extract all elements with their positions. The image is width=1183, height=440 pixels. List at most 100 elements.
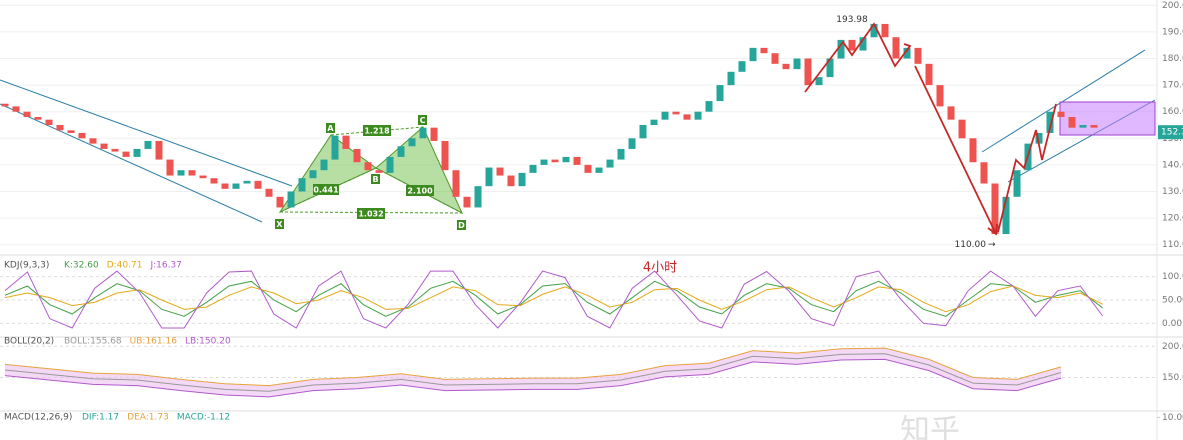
ratio-label: 0.441 (313, 186, 339, 195)
y-tick-label: 10.00 (1162, 413, 1183, 423)
candle (386, 156, 394, 173)
channel-line (0, 79, 293, 187)
candle (804, 58, 812, 86)
candle (661, 111, 669, 120)
candle (628, 138, 636, 149)
candle (991, 183, 999, 235)
candle (23, 111, 31, 118)
candle (595, 167, 603, 173)
y-tick-label: 120.00 (1162, 214, 1183, 224)
candle (463, 196, 471, 208)
candle (606, 159, 614, 168)
last-price-tag (1158, 125, 1183, 140)
y-tick-label: 140.00 (1162, 160, 1183, 170)
candle (738, 61, 746, 72)
last-price-label: 152.3 (1161, 128, 1183, 138)
candle (518, 172, 526, 187)
candle (375, 170, 383, 173)
candle (474, 186, 482, 208)
candle (221, 183, 229, 189)
candle (166, 159, 174, 176)
y-tick-label: 190.00 (1162, 27, 1183, 37)
point-label: D (458, 221, 465, 230)
candle (1013, 170, 1021, 197)
indicator-title: KDJ(9,3,3) (4, 261, 49, 271)
y-tick-label: 160.00 (1162, 107, 1183, 117)
trend-arrow (914, 65, 997, 235)
y-tick-label: 0.00 (1162, 319, 1182, 329)
point-label: C (420, 116, 426, 125)
legend-entry: DIF:1.17 (82, 413, 119, 423)
indicator-title: BOLL(20,2) (4, 337, 54, 347)
candle (529, 164, 537, 173)
high-label: 193.98 (836, 15, 868, 25)
point-label: X (276, 220, 283, 229)
candle (969, 138, 977, 163)
indicator-line (4, 285, 1103, 313)
candle (430, 127, 438, 141)
y-tick-label: 200.00 (1162, 1, 1183, 11)
indicator-line (4, 280, 1103, 317)
candle (111, 148, 119, 152)
candle (232, 183, 240, 189)
timeframe-label: 4小时 (643, 261, 677, 276)
candle (562, 156, 570, 163)
legend-entry: J:16.37 (149, 261, 181, 271)
candle (1068, 117, 1076, 128)
candle (56, 125, 64, 131)
y-tick-label: 150.00 (1162, 373, 1183, 383)
candle (683, 114, 691, 120)
ratio-tag (406, 185, 434, 196)
candle (364, 162, 372, 171)
candle (485, 167, 493, 187)
candle (1057, 111, 1065, 118)
point-tag (418, 115, 427, 125)
candle (133, 148, 141, 157)
candle (177, 170, 185, 176)
candle (155, 140, 163, 160)
y-tick-label: 100.00 (1162, 272, 1183, 282)
candle (452, 170, 460, 197)
candle (122, 151, 130, 157)
legend-entry: D:40.71 (107, 261, 143, 271)
candle (914, 47, 922, 64)
candle (639, 125, 647, 139)
candle (254, 180, 262, 189)
pattern-leg (375, 167, 463, 214)
watermark: 知乎 (900, 414, 960, 440)
candle (331, 135, 339, 160)
candle (936, 85, 944, 107)
band-fill (5, 348, 1061, 397)
y-tick-label: 50.00 (1162, 296, 1183, 306)
ratio-tag (363, 125, 391, 136)
candle (947, 106, 955, 120)
arrow-head (987, 223, 998, 236)
point-label: A (327, 124, 334, 133)
candle (419, 127, 427, 139)
band-line (4, 347, 1062, 387)
candle (672, 111, 680, 115)
candle (67, 130, 75, 133)
candle (265, 188, 273, 197)
candle (34, 117, 42, 120)
candle (958, 119, 966, 139)
point-tag (457, 220, 466, 230)
candle (12, 106, 20, 112)
trend-arrows (804, 22, 1057, 236)
candle (771, 53, 779, 64)
candle (749, 47, 757, 62)
price-panel (0, 49, 1156, 223)
candle (584, 164, 592, 173)
candle (760, 47, 768, 54)
trend-arrow (997, 103, 1057, 233)
band-line (4, 353, 1062, 392)
candle (1, 103, 9, 107)
point-tag (371, 174, 380, 184)
candle (408, 138, 416, 147)
y-tick-label: 110.00 (1162, 240, 1183, 250)
candle (309, 170, 317, 179)
ratio-tag (357, 208, 385, 219)
trend-arrow (804, 22, 911, 93)
candle (881, 23, 889, 38)
